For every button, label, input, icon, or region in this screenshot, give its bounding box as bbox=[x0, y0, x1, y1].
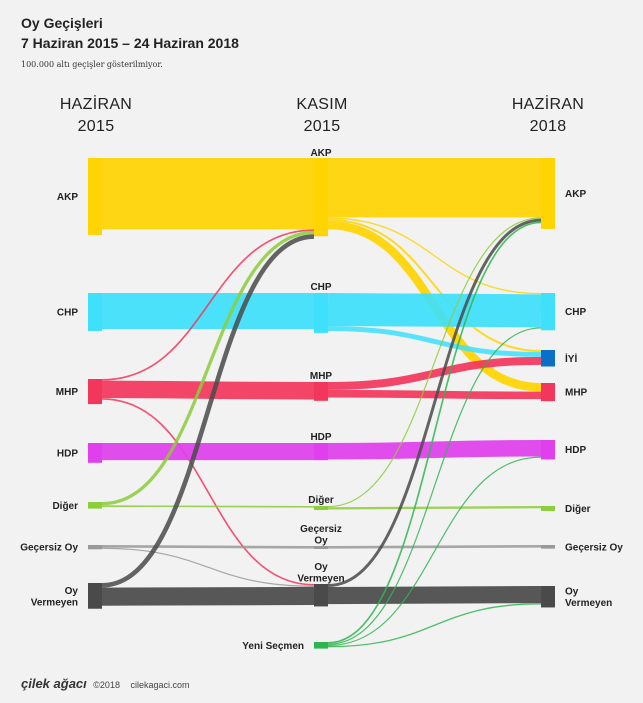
node-label-c0-chp: CHP bbox=[57, 307, 78, 318]
node-label-c1-yeni: Yeni Seçmen bbox=[242, 641, 304, 652]
node-label-c0-hdp: HDP bbox=[57, 448, 78, 459]
node-label-c2-hdp: HDP bbox=[565, 445, 586, 456]
links-layer bbox=[101, 157, 542, 648]
column-header-haziran-2015: HAZİRAN 2015 bbox=[41, 94, 151, 138]
column-header-bottom: 2015 bbox=[77, 118, 115, 135]
flow-c0-mhp-to-c1-akp bbox=[101, 229, 315, 381]
flow-c1-vermeyen-to-c2-vermeyen bbox=[327, 586, 542, 605]
node-label-c0-gecersiz: Geçersiz Oy bbox=[20, 543, 78, 554]
node-label-c0-akp: AKP bbox=[57, 192, 78, 203]
footer: çilek ağacı ©2018 cilekagaci.com bbox=[21, 676, 198, 691]
title-block: Oy Geçişleri 7 Haziran 2015 – 24 Haziran… bbox=[21, 13, 239, 69]
node-label-c2-diger: Diğer bbox=[565, 504, 591, 515]
chart-note: 100.000 altı geçişler gösterilmiyor. bbox=[21, 60, 163, 69]
node-label-c2-akp: AKP bbox=[565, 189, 586, 200]
labels-layer: AKP CHP MHP HDP Diğer Geçersiz Oy Oy Vermeyen AK… bbox=[20, 148, 623, 652]
node-c0-hdp bbox=[88, 443, 102, 463]
node-label-c1-gecersiz: Geçersiz Oy bbox=[300, 524, 342, 547]
flow-c1-yeni-to-c2-akp bbox=[327, 221, 542, 644]
flow-c1-yeni-to-c2-hdp bbox=[327, 456, 542, 647]
flow-c1-mhp-to-c2-mhp bbox=[327, 389, 542, 400]
node-c1-mhp bbox=[314, 382, 328, 401]
copyright-year: ©2018 bbox=[93, 680, 120, 690]
node-c0-akp bbox=[88, 158, 102, 235]
flow-c0-diger-to-c1-diger bbox=[101, 505, 315, 508]
column-header-top: HAZİRAN bbox=[59, 96, 133, 113]
node-c0-chp bbox=[88, 293, 102, 331]
node-label-c1-chp: CHP bbox=[310, 282, 331, 293]
brand-logo: çilek ağacı bbox=[21, 676, 87, 691]
flow-c0-gecersiz-to-c1-vermeyen bbox=[101, 547, 315, 587]
node-label-c0-vermeyen: Oy Vermeyen bbox=[31, 586, 79, 609]
node-c2-hdp bbox=[541, 440, 555, 460]
node-c0-vermeyen bbox=[88, 583, 102, 609]
node-c0-diger bbox=[88, 502, 102, 509]
node-c0-gecersiz bbox=[88, 545, 102, 550]
node-c2-diger bbox=[541, 506, 555, 511]
column-header-top: KASIM bbox=[296, 96, 348, 113]
node-c1-diger bbox=[314, 506, 328, 510]
node-c1-yeni bbox=[314, 642, 328, 649]
node-label-c1-akp: AKP bbox=[310, 148, 331, 159]
flow-c1-gecersiz-to-c2-gecersiz bbox=[327, 545, 542, 549]
node-label-c2-vermeyen: Oy Vermeyen bbox=[565, 587, 612, 610]
node-c2-mhp bbox=[541, 383, 555, 402]
node-label-c1-diger: Diğer bbox=[308, 495, 334, 506]
chart-title: Oy Geçişleri bbox=[21, 15, 103, 31]
flow-c0-mhp-to-c1-mhp bbox=[101, 380, 315, 400]
node-label-c1-hdp: HDP bbox=[310, 432, 331, 443]
column-header-kasim-2015: KASIM 2015 bbox=[267, 94, 377, 138]
flow-c1-diger-to-c2-diger bbox=[327, 506, 542, 510]
flow-c1-hdp-to-c2-hdp bbox=[327, 440, 542, 460]
node-c1-gecersiz bbox=[314, 546, 328, 549]
flow-c0-diger-to-c1-akp bbox=[101, 230, 315, 506]
node-label-c2-mhp: MHP bbox=[565, 388, 588, 399]
flow-c0-mhp-to-c1-vermeyen bbox=[101, 398, 315, 586]
column-header-bottom: 2015 bbox=[303, 118, 341, 135]
flow-c1-yeni-to-c2-vermeyen bbox=[327, 603, 542, 648]
node-label-c1-vermeyen: Oy Vermeyen bbox=[297, 562, 344, 585]
nodes-layer bbox=[88, 158, 555, 649]
node-c2-chp bbox=[541, 293, 555, 331]
node-c0-mhp bbox=[88, 379, 102, 405]
flow-c1-akp-to-c2-iyi bbox=[327, 218, 542, 352]
chart-subtitle: 7 Haziran 2015 – 24 Haziran 2018 bbox=[21, 35, 239, 51]
node-c1-vermeyen bbox=[314, 584, 328, 607]
node-c2-iyi bbox=[541, 350, 555, 367]
column-header-bottom: 2018 bbox=[529, 118, 567, 135]
flow-c1-chp-to-c2-chp bbox=[327, 293, 542, 328]
node-label-c0-diger: Diğer bbox=[52, 501, 78, 512]
flow-c1-mhp-to-c2-iyi bbox=[327, 356, 542, 390]
node-c2-vermeyen bbox=[541, 586, 555, 608]
flow-c1-akp-to-c2-chp bbox=[327, 217, 542, 295]
node-c1-chp bbox=[314, 293, 328, 333]
node-c2-gecersiz bbox=[541, 545, 555, 549]
flow-c1-vermeyen-to-c2-akp bbox=[327, 218, 542, 587]
node-label-c2-iyi: İYİ bbox=[565, 352, 577, 365]
node-c2-akp bbox=[541, 158, 555, 229]
flow-c1-yeni-to-c2-chp bbox=[327, 327, 542, 645]
website-link[interactable]: cilekagaci.com bbox=[130, 680, 190, 690]
flow-c1-diger-to-c2-akp bbox=[327, 217, 542, 508]
flow-c1-chp-to-c2-iyi bbox=[327, 326, 542, 357]
flow-c0-vermeyen-to-c1-akp bbox=[101, 234, 315, 588]
column-header-top: HAZİRAN bbox=[511, 96, 585, 113]
node-c1-hdp bbox=[314, 443, 328, 461]
node-label-c0-mhp: MHP bbox=[56, 387, 79, 398]
node-label-c2-chp: CHP bbox=[565, 307, 586, 318]
node-c1-akp bbox=[314, 158, 328, 237]
column-header-haziran-2018: HAZİRAN 2018 bbox=[493, 94, 603, 138]
flow-c0-vermeyen-to-c1-vermeyen bbox=[101, 586, 315, 606]
node-label-c2-gecersiz: Geçersiz Oy bbox=[565, 542, 623, 553]
flow-c0-gecersiz-to-c1-gecersiz bbox=[101, 545, 315, 549]
node-label-c1-mhp: MHP bbox=[310, 371, 333, 382]
